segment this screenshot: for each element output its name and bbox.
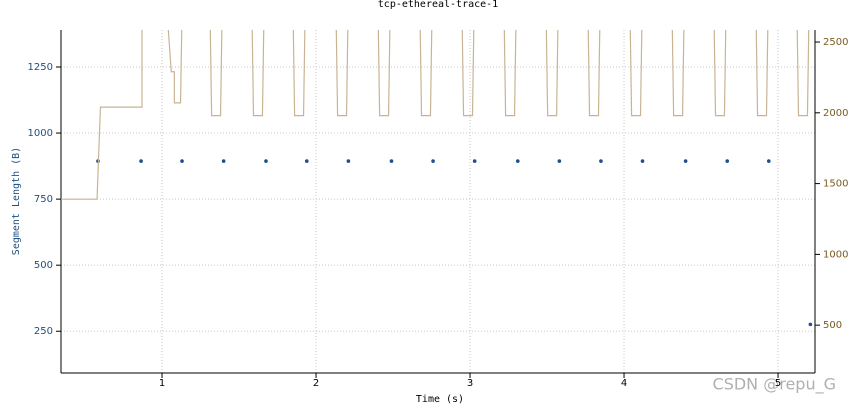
y2-tick-label: 1500	[823, 179, 848, 190]
y2-tick-label: 500	[823, 320, 842, 331]
watermark: CSDN @repu_G	[713, 375, 836, 395]
point	[640, 159, 645, 163]
y2-tick-label: 2000	[823, 108, 848, 119]
point	[472, 159, 477, 163]
point	[766, 159, 771, 163]
y-axis-title: Segment Length (B)	[11, 147, 22, 255]
point	[139, 159, 143, 163]
y2-tick-label: 1000	[823, 249, 848, 260]
point	[221, 159, 226, 163]
x-tick-label: 1	[159, 378, 165, 389]
point	[389, 159, 394, 163]
y-tick-label: 250	[34, 326, 53, 337]
y-tick-label: 750	[34, 194, 53, 205]
point	[599, 159, 603, 163]
point	[304, 159, 309, 163]
point	[264, 159, 268, 163]
x-axis-title: Time (s)	[416, 394, 464, 405]
point	[683, 159, 688, 163]
point	[808, 322, 813, 327]
point	[725, 159, 730, 163]
y-tick-label: 1000	[28, 128, 53, 139]
point	[515, 159, 520, 163]
x-tick-label: 2	[313, 378, 319, 389]
point	[557, 159, 562, 163]
y-tick-label: 1250	[28, 62, 53, 73]
point	[346, 159, 351, 163]
x-tick-label: 3	[467, 378, 473, 389]
plot-area	[61, 30, 813, 327]
x-tick-label: 4	[621, 378, 627, 389]
y2-tick-label: 2500	[823, 37, 848, 48]
point	[180, 159, 184, 163]
point	[431, 159, 435, 163]
y-tick-label: 500	[34, 260, 53, 271]
x-tick-label: 5	[775, 378, 781, 389]
chart-title: tcp-ethereal-trace-1	[378, 0, 498, 10]
